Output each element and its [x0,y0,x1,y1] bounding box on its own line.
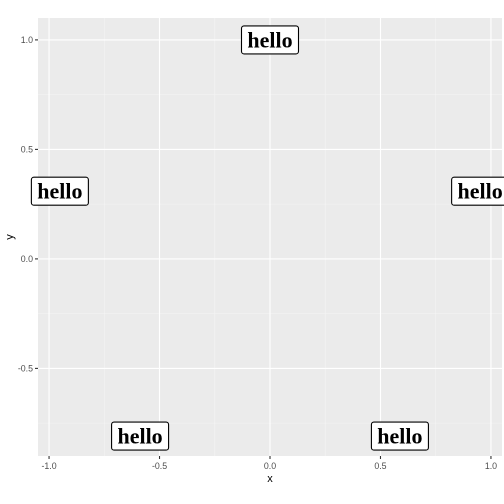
x-tick-label: 0.5 [374,461,386,471]
y-tick-label: -0.5 [18,363,33,373]
point-label-text: hello [458,179,503,204]
x-tick-label: -0.5 [152,461,167,471]
x-axis-title: x [267,473,273,485]
y-tick-label: 0.5 [21,144,33,154]
major-gridlines [38,18,502,456]
x-tick-label: 0.0 [264,461,276,471]
point-label-text: hello [247,27,292,52]
point-label-box [451,176,504,206]
point-label-group: hello [451,176,504,206]
point-label-box [30,176,89,206]
x-tick-label: -1.0 [41,461,56,471]
point-label-group: hello [111,421,170,451]
point-label-box [111,421,170,451]
y-axis-title: y [4,234,16,240]
y-tick-label: 0.0 [21,254,33,264]
y-tick-label: 1.0 [21,35,33,45]
point-label-text: hello [377,424,422,449]
point-label-text: hello [37,179,82,204]
point-label-group: hello [240,25,300,55]
point-label-box [370,421,429,451]
point-label-group: hello [30,176,89,206]
point-labels: hello hello hello hello hello [30,25,504,451]
point-label-box [240,25,300,55]
axis-ticks: -1.0 -0.5 0.0 0.5 1.0 -0.5 0.0 0.5 1.0 [18,35,497,471]
point-label-text: hello [117,424,162,449]
x-tick-label: 1.0 [485,461,497,471]
point-label-group: hello [370,421,429,451]
